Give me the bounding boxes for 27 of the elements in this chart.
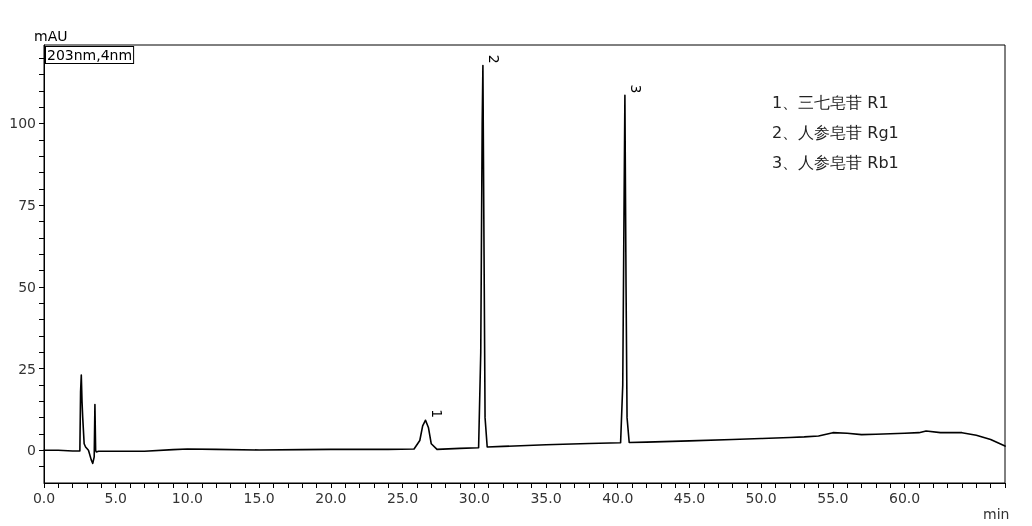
y-tick-label: 75 <box>18 197 36 214</box>
x-tick-label: 50.0 <box>745 490 777 506</box>
y-tick-label: 25 <box>18 360 36 377</box>
x-tick-label: 55.0 <box>817 490 849 506</box>
annotation: 203nm,4nm <box>47 47 133 63</box>
x-tick-label: 35.0 <box>530 490 562 506</box>
y-tick-label: 0 <box>27 442 36 459</box>
x-tick-label: 40.0 <box>602 490 634 506</box>
y-axis-title: mAU <box>34 28 68 44</box>
x-axis-title: min <box>983 506 1010 522</box>
annotation: 2、人参皂苷 Rg1 <box>772 122 899 142</box>
x-tick-label: 30.0 <box>458 490 490 506</box>
x-tick-label: 20.0 <box>315 490 347 506</box>
x-tick-label: 10.0 <box>171 490 204 506</box>
x-tick-label: 15.0 <box>243 490 275 506</box>
x-tick-label: 45.0 <box>673 490 706 506</box>
x-tick-label: 0.0 <box>32 490 56 506</box>
x-tick-label: 5.0 <box>104 490 127 506</box>
y-tick-label: 50 <box>18 278 36 295</box>
x-tick-label: 25.0 <box>387 490 419 506</box>
x-tick-label: 60.0 <box>889 490 921 506</box>
annotation: 1、三七皂苷 R1 <box>772 92 889 112</box>
annotation: 2 <box>485 54 502 64</box>
annotation: 1 <box>428 409 445 419</box>
y-tick-label: 100 <box>9 115 36 132</box>
annotation: 3、人参皂苷 Rb1 <box>772 152 899 172</box>
annotation: 3 <box>627 84 644 94</box>
